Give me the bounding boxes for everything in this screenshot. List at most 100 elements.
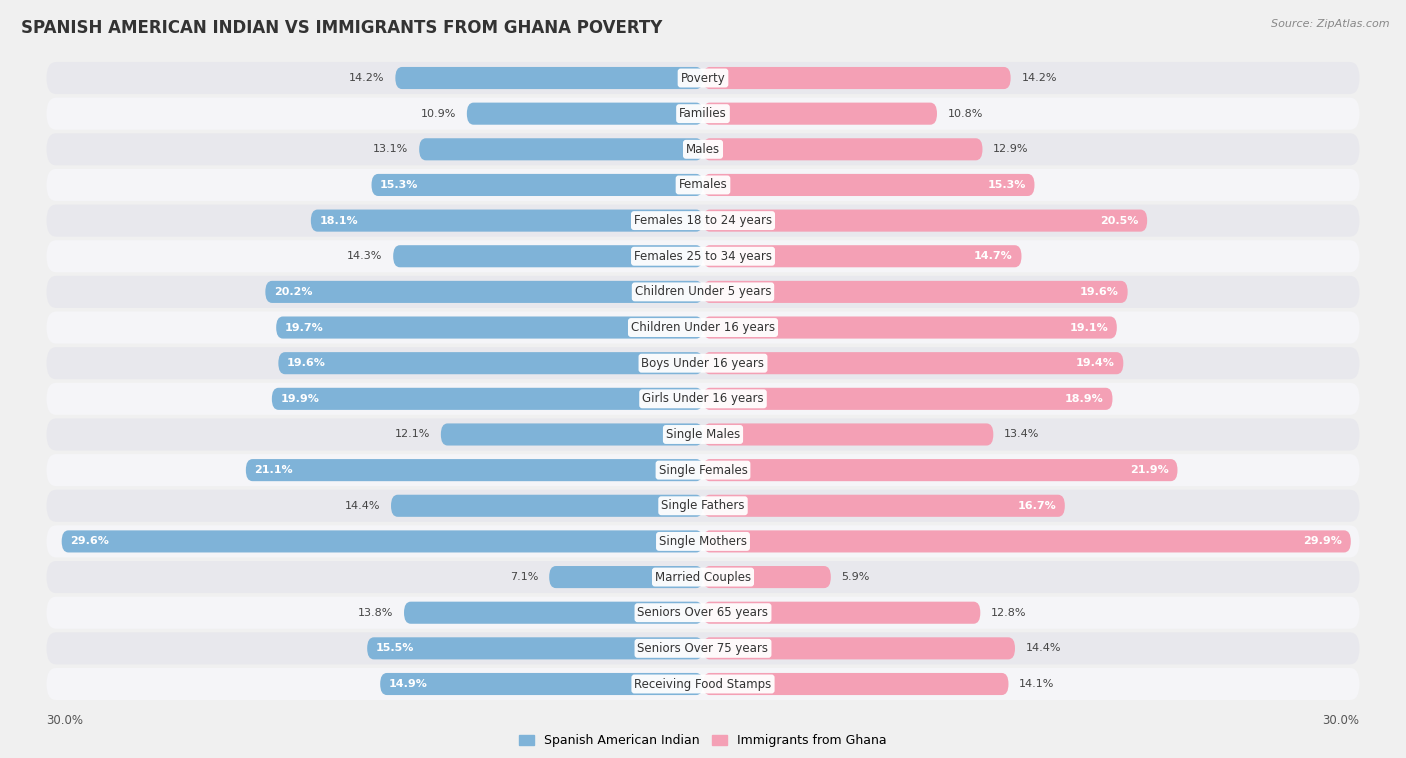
Text: Poverty: Poverty [681,71,725,84]
FancyBboxPatch shape [311,209,703,232]
FancyBboxPatch shape [703,531,1351,553]
Text: Females 25 to 34 years: Females 25 to 34 years [634,249,772,263]
FancyBboxPatch shape [62,531,703,553]
Text: 30.0%: 30.0% [1323,714,1360,728]
Text: 10.9%: 10.9% [420,108,456,119]
Text: 14.1%: 14.1% [1019,679,1054,689]
FancyBboxPatch shape [46,525,1360,557]
Text: Source: ZipAtlas.com: Source: ZipAtlas.com [1271,19,1389,29]
Text: 12.8%: 12.8% [991,608,1026,618]
FancyBboxPatch shape [703,245,1022,268]
Text: 7.1%: 7.1% [510,572,538,582]
FancyBboxPatch shape [703,673,1008,695]
Text: Seniors Over 75 years: Seniors Over 75 years [637,642,769,655]
Text: 20.2%: 20.2% [274,287,312,297]
Text: 20.5%: 20.5% [1099,215,1139,226]
Text: 14.4%: 14.4% [1026,644,1062,653]
Text: 18.9%: 18.9% [1066,394,1104,404]
FancyBboxPatch shape [703,102,936,125]
Text: 15.3%: 15.3% [987,180,1026,190]
FancyBboxPatch shape [46,205,1360,236]
FancyBboxPatch shape [367,637,703,659]
Legend: Spanish American Indian, Immigrants from Ghana: Spanish American Indian, Immigrants from… [515,729,891,753]
Text: 15.5%: 15.5% [375,644,415,653]
FancyBboxPatch shape [46,276,1360,308]
FancyBboxPatch shape [703,174,1035,196]
Text: Single Females: Single Females [658,464,748,477]
FancyBboxPatch shape [419,138,703,161]
FancyBboxPatch shape [46,62,1360,94]
Text: 29.9%: 29.9% [1303,537,1343,547]
Text: 19.1%: 19.1% [1070,323,1108,333]
Text: Seniors Over 65 years: Seniors Over 65 years [637,606,769,619]
FancyBboxPatch shape [703,495,1064,517]
FancyBboxPatch shape [246,459,703,481]
Text: SPANISH AMERICAN INDIAN VS IMMIGRANTS FROM GHANA POVERTY: SPANISH AMERICAN INDIAN VS IMMIGRANTS FR… [21,19,662,37]
Text: 12.9%: 12.9% [993,144,1029,155]
Text: 12.1%: 12.1% [395,430,430,440]
Text: Receiving Food Stamps: Receiving Food Stamps [634,678,772,691]
Text: 14.7%: 14.7% [974,251,1012,262]
FancyBboxPatch shape [380,673,703,695]
FancyBboxPatch shape [395,67,703,89]
Text: Girls Under 16 years: Girls Under 16 years [643,393,763,406]
Text: 19.7%: 19.7% [285,323,323,333]
Text: Married Couples: Married Couples [655,571,751,584]
FancyBboxPatch shape [46,347,1360,379]
FancyBboxPatch shape [46,98,1360,130]
Text: 5.9%: 5.9% [842,572,870,582]
FancyBboxPatch shape [703,281,1128,303]
FancyBboxPatch shape [46,240,1360,272]
FancyBboxPatch shape [703,637,1015,659]
Text: 14.2%: 14.2% [1022,73,1057,83]
FancyBboxPatch shape [46,490,1360,522]
FancyBboxPatch shape [703,67,1011,89]
FancyBboxPatch shape [266,281,703,303]
FancyBboxPatch shape [46,133,1360,165]
FancyBboxPatch shape [703,352,1123,374]
FancyBboxPatch shape [46,383,1360,415]
FancyBboxPatch shape [46,561,1360,593]
Text: Females: Females [679,178,727,192]
FancyBboxPatch shape [278,352,703,374]
Text: Females 18 to 24 years: Females 18 to 24 years [634,214,772,227]
Text: Families: Families [679,107,727,121]
Text: 21.1%: 21.1% [254,465,292,475]
FancyBboxPatch shape [46,632,1360,665]
Text: 19.6%: 19.6% [1080,287,1119,297]
FancyBboxPatch shape [703,209,1147,232]
Text: 13.8%: 13.8% [357,608,394,618]
Text: 21.9%: 21.9% [1130,465,1168,475]
FancyBboxPatch shape [46,597,1360,628]
Text: 14.2%: 14.2% [349,73,384,83]
FancyBboxPatch shape [703,317,1116,339]
Text: 19.4%: 19.4% [1076,359,1115,368]
Text: Single Males: Single Males [666,428,740,441]
FancyBboxPatch shape [46,418,1360,450]
FancyBboxPatch shape [703,566,831,588]
Text: 13.4%: 13.4% [1004,430,1039,440]
FancyBboxPatch shape [276,317,703,339]
FancyBboxPatch shape [46,454,1360,486]
Text: 19.6%: 19.6% [287,359,326,368]
Text: Children Under 16 years: Children Under 16 years [631,321,775,334]
FancyBboxPatch shape [391,495,703,517]
FancyBboxPatch shape [271,388,703,410]
FancyBboxPatch shape [467,102,703,125]
Text: 29.6%: 29.6% [70,537,110,547]
FancyBboxPatch shape [703,424,993,446]
Text: 16.7%: 16.7% [1018,501,1056,511]
Text: 14.9%: 14.9% [389,679,427,689]
Text: 18.1%: 18.1% [319,215,359,226]
Text: Single Mothers: Single Mothers [659,535,747,548]
Text: Males: Males [686,143,720,156]
Text: 15.3%: 15.3% [380,180,419,190]
FancyBboxPatch shape [441,424,703,446]
Text: 10.8%: 10.8% [948,108,983,119]
FancyBboxPatch shape [703,459,1177,481]
FancyBboxPatch shape [703,388,1112,410]
FancyBboxPatch shape [46,668,1360,700]
FancyBboxPatch shape [46,169,1360,201]
Text: 19.9%: 19.9% [281,394,319,404]
FancyBboxPatch shape [371,174,703,196]
